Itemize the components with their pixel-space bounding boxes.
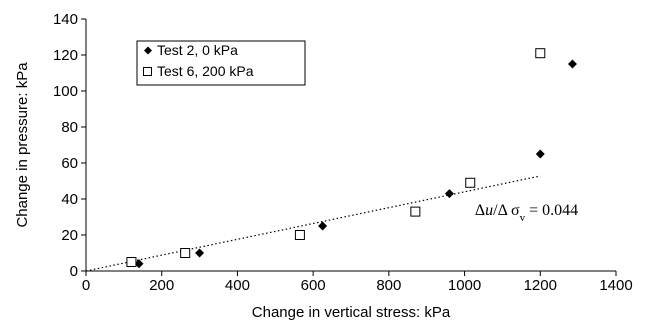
y-tick-label: 20 <box>61 227 78 244</box>
x-axis-title: Change in vertical stress: kPa <box>252 304 451 321</box>
annotation-prefix: Δ <box>475 202 485 219</box>
point-test2-diamond <box>444 189 454 199</box>
point-test6-square <box>180 248 191 258</box>
legend-label-test2: Test 2, 0 kPa <box>157 42 238 58</box>
annotation-sep: /Δ σ <box>493 202 520 219</box>
slope-annotation: Δu/Δ σv = 0.044 <box>475 202 578 224</box>
legend-label-test6: Test 6, 200 kPa <box>157 63 254 79</box>
point-test6-square <box>535 48 546 59</box>
annotation-sub: v <box>520 212 526 224</box>
y-ticks: 0 20 40 60 80 100 120 140 <box>53 11 86 280</box>
point-test6-square <box>294 230 305 240</box>
point-test6-square <box>410 206 421 217</box>
point-test2-diamond <box>134 259 144 269</box>
x-tick-label: 1200 <box>524 277 557 294</box>
legend-box <box>136 40 306 86</box>
trendline <box>85 175 541 272</box>
y-tick-label: 140 <box>53 11 78 28</box>
point-test2-diamond <box>535 149 545 159</box>
point-test2-diamond <box>318 221 328 231</box>
x-tick-label: 1400 <box>599 277 632 294</box>
x-tick-label: 400 <box>225 277 250 294</box>
point-test2-diamond <box>195 248 205 258</box>
legend-marker-test2-diamond-icon <box>144 46 152 55</box>
y-axis-title: Change in pressure: kPa <box>14 62 31 228</box>
x-tick-label: 200 <box>149 277 174 294</box>
point-test2-diamond <box>567 59 577 69</box>
axes <box>85 19 616 272</box>
legend: Test 2, 0 kPa Test 6, 200 kPa <box>136 40 306 86</box>
annotation-suffix: = 0.044 <box>525 202 578 219</box>
x-tick-label: 0 <box>82 277 90 294</box>
point-test6-square <box>465 177 476 188</box>
point-test6-square <box>126 257 137 267</box>
x-tick-label: 600 <box>301 277 326 294</box>
y-tick-label: 0 <box>70 263 78 280</box>
x-ticks: 0 200 400 600 800 1000 1200 1400 <box>82 271 633 294</box>
legend-marker-test6-square-icon <box>143 67 152 76</box>
annotation-u: u <box>485 202 493 219</box>
data-points <box>126 48 577 269</box>
y-tick-label: 40 <box>61 191 78 208</box>
y-tick-label: 100 <box>53 83 78 100</box>
y-tick-label: 80 <box>61 119 78 136</box>
y-tick-label: 60 <box>61 155 78 172</box>
x-tick-label: 1000 <box>448 277 481 294</box>
y-tick-label: 120 <box>53 47 78 64</box>
x-tick-label: 800 <box>376 277 401 294</box>
